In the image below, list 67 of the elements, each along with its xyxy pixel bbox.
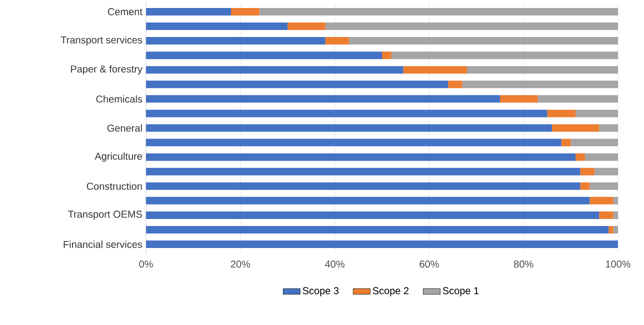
bar [259, 8, 618, 16]
y-tick-label: Transport OEMS [68, 210, 142, 220]
bar [599, 124, 618, 132]
y-tick-label: Cement [108, 8, 142, 16]
legend-label: Scope 1 [442, 287, 479, 296]
bar [146, 226, 609, 234]
bar [403, 66, 467, 74]
bar [382, 52, 392, 60]
bar [146, 66, 404, 74]
bar [230, 8, 260, 16]
y-tick-label: Chemicals [96, 95, 142, 103]
bar [391, 52, 618, 60]
bar [146, 52, 382, 60]
bar [552, 124, 600, 132]
y-tick-label: General [107, 124, 142, 132]
bar [570, 138, 618, 146]
x-tick-label: 60% [420, 260, 439, 268]
bar [613, 226, 618, 234]
bar [613, 196, 618, 204]
x-tick-label: 40% [325, 260, 344, 268]
bar [146, 196, 590, 204]
bar [146, 95, 500, 103]
bar [594, 168, 618, 176]
bar [547, 110, 576, 118]
y-tick-label: Construction [86, 182, 142, 190]
bar [146, 22, 288, 30]
bar [580, 182, 590, 190]
bar [146, 8, 231, 16]
y-tick-label: Transport services [60, 36, 142, 46]
bar [576, 153, 585, 161]
bar [348, 37, 618, 45]
bar [584, 153, 618, 161]
bar [146, 138, 562, 146]
bar [608, 226, 614, 234]
bar [146, 37, 326, 45]
bar [580, 168, 594, 176]
bar [462, 80, 618, 88]
x-tick-label: 80% [514, 260, 534, 268]
legend-label: Scope 3 [302, 287, 339, 296]
legend-label: Scope 2 [372, 287, 409, 296]
bar [613, 211, 618, 219]
y-tick-label: Financial services [64, 240, 142, 248]
bar [599, 211, 614, 219]
bar [146, 240, 618, 248]
bar [538, 95, 618, 103]
y-tick-label: Agriculture [94, 152, 142, 162]
x-tick-label: 100% [606, 260, 630, 268]
bar [146, 110, 548, 118]
x-tick-label: 20% [230, 260, 250, 268]
bar [590, 182, 618, 190]
bar [146, 153, 576, 161]
bar [448, 80, 462, 88]
bar [146, 211, 600, 219]
bar [146, 168, 580, 176]
bar [466, 66, 618, 74]
bar [146, 182, 580, 190]
bar [590, 196, 614, 204]
bar [325, 22, 618, 30]
bar [146, 124, 552, 132]
bar [146, 80, 448, 88]
y-tick-label: Paper & forestry [71, 65, 142, 75]
bar [576, 110, 618, 118]
bar [561, 138, 571, 146]
bar [325, 37, 349, 45]
bar [288, 22, 326, 30]
bar [500, 95, 538, 103]
x-tick-label: 0% [139, 260, 153, 268]
